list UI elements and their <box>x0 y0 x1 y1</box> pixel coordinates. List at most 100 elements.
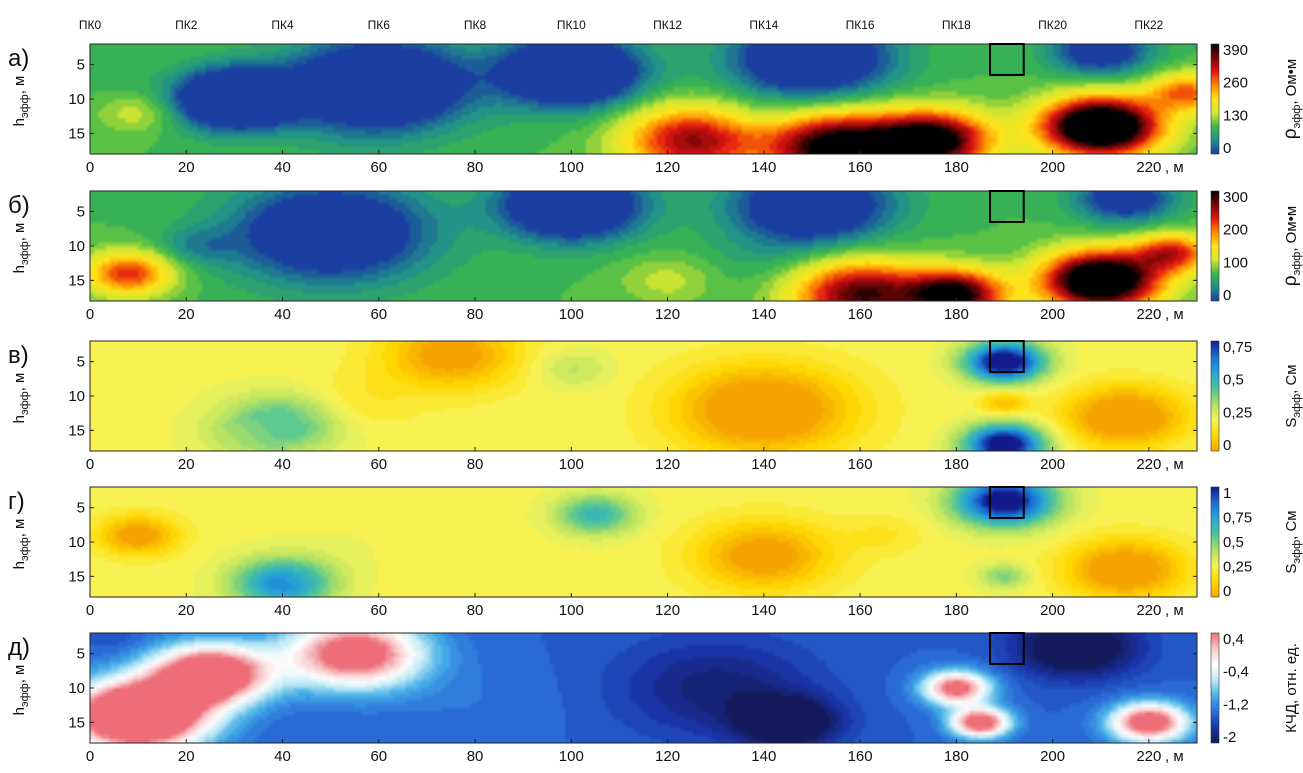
x-tick-label: 220 <box>1136 748 1161 765</box>
colorbar-label: КЧД, отн. ед. <box>1283 643 1300 733</box>
y-tick-label: 15 <box>68 125 85 142</box>
marker-box <box>989 190 1025 223</box>
x-tick-label: 140 <box>751 456 776 473</box>
x-unit-label: , м <box>1165 456 1184 473</box>
x-tick-label: 80 <box>467 306 484 323</box>
x-tick-label: 220 <box>1136 602 1161 619</box>
colorbar-tick-label: 0,25 <box>1223 404 1252 421</box>
colorbar-tick-label: 200 <box>1223 222 1248 239</box>
picket-label: ПК12 <box>653 18 682 32</box>
colorbar-tick-label: 0,75 <box>1223 510 1252 527</box>
colorbar <box>1210 632 1220 744</box>
panel-3: в) 5 10 15 hэфф, м 0 20 40 60 80 100 120 140 160 180 20… <box>8 339 1303 473</box>
x-tick-label: 160 <box>848 748 873 765</box>
x-tick-label: 80 <box>467 602 484 619</box>
x-tick-label: 200 <box>1040 159 1065 176</box>
colorbar-tick-label: 0 <box>1223 287 1231 304</box>
x-tick-label: 120 <box>655 306 680 323</box>
x-tick-label: 0 <box>86 602 94 619</box>
x-tick-label: 20 <box>178 602 195 619</box>
x-tick-label: 20 <box>178 306 195 323</box>
y-axis-label: hэфф, м <box>11 373 31 424</box>
x-tick-label: 40 <box>274 159 291 176</box>
y-tick-label: 10 <box>68 388 85 405</box>
y-tick-label: 10 <box>68 680 85 697</box>
colorbar <box>1210 486 1220 598</box>
y-tick-label: 5 <box>77 646 85 663</box>
colorbar-tick-label: 0 <box>1223 140 1231 157</box>
x-tick-label: 140 <box>751 159 776 176</box>
panel-1: а) 5 10 15 hэфф, м 0 20 40 60 80 100 120 140 160 180 20… <box>8 42 1303 176</box>
x-tick-label: 0 <box>86 748 94 765</box>
colorbar-tick-label: 0,25 <box>1223 559 1252 576</box>
x-tick-label: 200 <box>1040 456 1065 473</box>
panel-letter: а) <box>8 45 29 72</box>
x-tick-label: 60 <box>370 602 387 619</box>
x-tick-label: 100 <box>559 748 584 765</box>
colorbar-label: Sэфф, См <box>1283 364 1303 427</box>
marker-box <box>989 340 1025 373</box>
y-tick-label: 5 <box>77 57 85 74</box>
x-tick-label: 160 <box>848 602 873 619</box>
y-tick-label: 10 <box>68 238 85 255</box>
colorbar <box>1210 43 1220 155</box>
x-unit-label: , м <box>1165 602 1184 619</box>
panel-letter: д) <box>8 634 30 661</box>
x-tick-label: 140 <box>751 748 776 765</box>
x-tick-label: 60 <box>370 748 387 765</box>
colorbar-label: Sэфф, См <box>1283 510 1303 573</box>
y-axis-label: hэфф, м <box>11 665 31 716</box>
picket-label: ПК4 <box>271 18 294 32</box>
y-tick-label: 5 <box>77 204 85 221</box>
heatmap-image <box>90 191 1197 301</box>
y-axis-label: hэфф, м <box>11 519 31 570</box>
panel-letter: б) <box>8 192 30 219</box>
x-tick-label: 80 <box>467 159 484 176</box>
x-tick-label: 20 <box>178 456 195 473</box>
y-axis-label: hэфф, м <box>11 223 31 274</box>
y-tick-label: 5 <box>77 500 85 517</box>
x-tick-label: 180 <box>944 748 969 765</box>
colorbar-tick-label: -2 <box>1223 729 1236 746</box>
x-tick-label: 180 <box>944 456 969 473</box>
colorbar-tick-label: 390 <box>1223 42 1248 59</box>
picket-label: ПК10 <box>557 18 586 32</box>
x-tick-label: 40 <box>274 748 291 765</box>
panel-letter: в) <box>8 342 29 369</box>
x-tick-label: 40 <box>274 456 291 473</box>
panel-5: д) 5 10 15 hэфф, м 0 20 40 60 80 100 120 140 160 180 20… <box>8 631 1300 765</box>
marker-box <box>989 486 1025 519</box>
panel-2: б) 5 10 15 hэфф, м 0 20 40 60 80 100 120 140 160 180 20… <box>8 189 1303 323</box>
x-unit-label: , м <box>1165 748 1184 765</box>
x-tick-label: 40 <box>274 602 291 619</box>
x-tick-label: 60 <box>370 456 387 473</box>
x-tick-label: 140 <box>751 602 776 619</box>
x-tick-label: 200 <box>1040 748 1065 765</box>
x-tick-label: 100 <box>559 456 584 473</box>
x-tick-label: 80 <box>467 456 484 473</box>
colorbar-tick-label: 0,4 <box>1223 631 1244 648</box>
x-tick-label: 0 <box>86 306 94 323</box>
x-tick-label: 180 <box>944 306 969 323</box>
x-tick-label: 160 <box>848 159 873 176</box>
heatmap-image <box>90 487 1197 597</box>
x-tick-label: 220 <box>1136 306 1161 323</box>
colorbar-tick-label: -0,4 <box>1223 664 1249 681</box>
x-tick-label: 60 <box>370 306 387 323</box>
x-tick-label: 20 <box>178 748 195 765</box>
x-tick-label: 40 <box>274 306 291 323</box>
panel-letter: г) <box>8 488 25 515</box>
heatmap-image <box>90 341 1197 451</box>
y-tick-label: 15 <box>68 422 85 439</box>
y-tick-label: 15 <box>68 714 85 731</box>
colorbar-tick-label: 1 <box>1223 485 1231 502</box>
x-tick-label: 180 <box>944 159 969 176</box>
colorbar-label: ρэфф, Ом•м <box>1280 59 1303 139</box>
x-tick-label: 80 <box>467 748 484 765</box>
x-tick-label: 0 <box>86 159 94 176</box>
x-tick-label: 200 <box>1040 306 1065 323</box>
picket-label: ПК20 <box>1038 18 1067 32</box>
y-axis-label: hэфф, м <box>11 76 31 127</box>
